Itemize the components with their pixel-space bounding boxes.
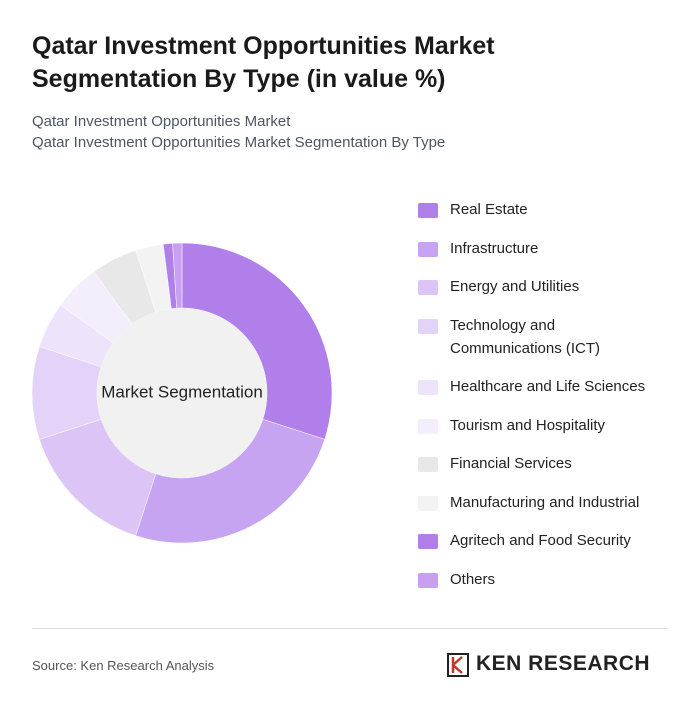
subtitle: Qatar Investment Opportunities Market Se… — [32, 134, 446, 151]
legend-label: Others — [450, 570, 496, 588]
legend-item: Technology and Communications (ICT) — [418, 314, 658, 360]
legend-swatch — [418, 418, 438, 434]
source: Source: Ken Research Analysis — [32, 658, 215, 673]
legend-label: Financial Services — [450, 455, 572, 472]
legend-swatch — [418, 572, 438, 588]
legend-item: Financial Services — [418, 452, 658, 475]
brand: KEN RESEARCH — [476, 652, 651, 675]
legend-swatch — [418, 380, 438, 395]
legend-swatch — [418, 203, 438, 218]
legend: Real Estate Infrastructure Energy and Util… — [418, 198, 658, 606]
legend-item: Infrastructure — [418, 237, 658, 260]
legend-swatch — [418, 534, 438, 549]
legend-label: Agritech and Food Security — [450, 532, 631, 549]
legend-label: Tourism and Hospitality — [450, 416, 606, 434]
donut-segment — [135, 418, 325, 544]
legend-label: Technology and Communications (ICT) — [450, 316, 601, 357]
donut-hole — [97, 308, 267, 478]
legend-label: Healthcare and Life Sciences — [450, 378, 646, 395]
legend-label: Real Estate — [450, 201, 528, 218]
legend-swatch — [418, 457, 438, 472]
legend-item: Agritech and Food Security — [418, 529, 658, 552]
legend-item: Others — [418, 568, 658, 591]
chart-title: Qatar Investment Opportunities Market Se… — [32, 32, 495, 93]
legend-item: Real Estate — [418, 198, 658, 221]
legend-swatch — [418, 318, 438, 334]
legend-swatch — [418, 241, 438, 257]
legend-label: Infrastructure — [450, 239, 539, 257]
legend-item: Tourism and Hospitality — [418, 414, 658, 437]
subtitle: Qatar Investment Opportunities Market — [32, 113, 291, 130]
legend-item: Healthcare and Life Sciences — [418, 375, 658, 398]
legend-label: Energy and Utilities — [450, 278, 580, 295]
legend-swatch — [418, 280, 438, 295]
legend-item: Manufacturing and Industrial — [418, 491, 658, 514]
legend-label: Manufacturing and Industrial — [450, 493, 640, 511]
brand-logo — [447, 653, 469, 677]
legend-item: Energy and Utilities — [418, 275, 658, 298]
center-label: Market Segmentation — [101, 382, 263, 401]
divider — [32, 628, 668, 629]
donut-chart: Market Segmentation — [31, 242, 333, 544]
legend-swatch — [418, 495, 438, 511]
